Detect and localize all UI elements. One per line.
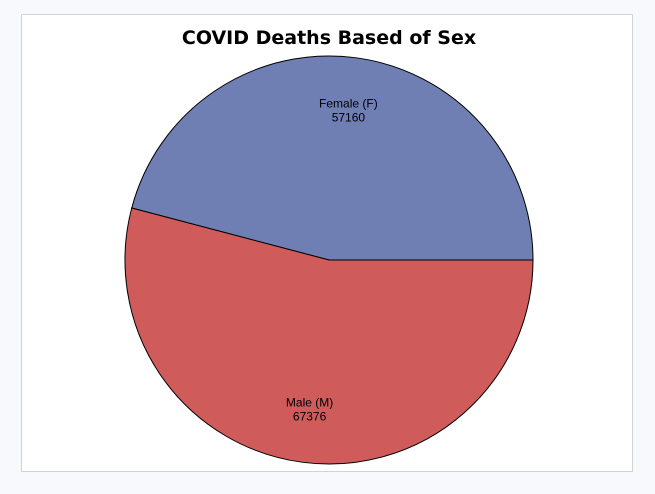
pie-slices: [124, 55, 534, 465]
slice-value-label: 57160: [332, 110, 366, 124]
slice-value-label: 67376: [293, 410, 327, 424]
pie-labels: Female (F)57160 Male (M)67376: [286, 96, 378, 423]
pie-slice-male-m: [124, 207, 534, 465]
slice-label: Male (M): [286, 396, 333, 410]
pie-chart: COVID Deaths Based of Sex Female (F)5716…: [124, 27, 534, 465]
chart-frame: COVID Deaths Based of Sex Female (F) 5716…: [21, 14, 633, 472]
chart-title: COVID Deaths Based of Sex: [182, 27, 476, 49]
pie-slice-female-f: [131, 55, 534, 261]
slice-label: Female (F): [319, 96, 378, 110]
